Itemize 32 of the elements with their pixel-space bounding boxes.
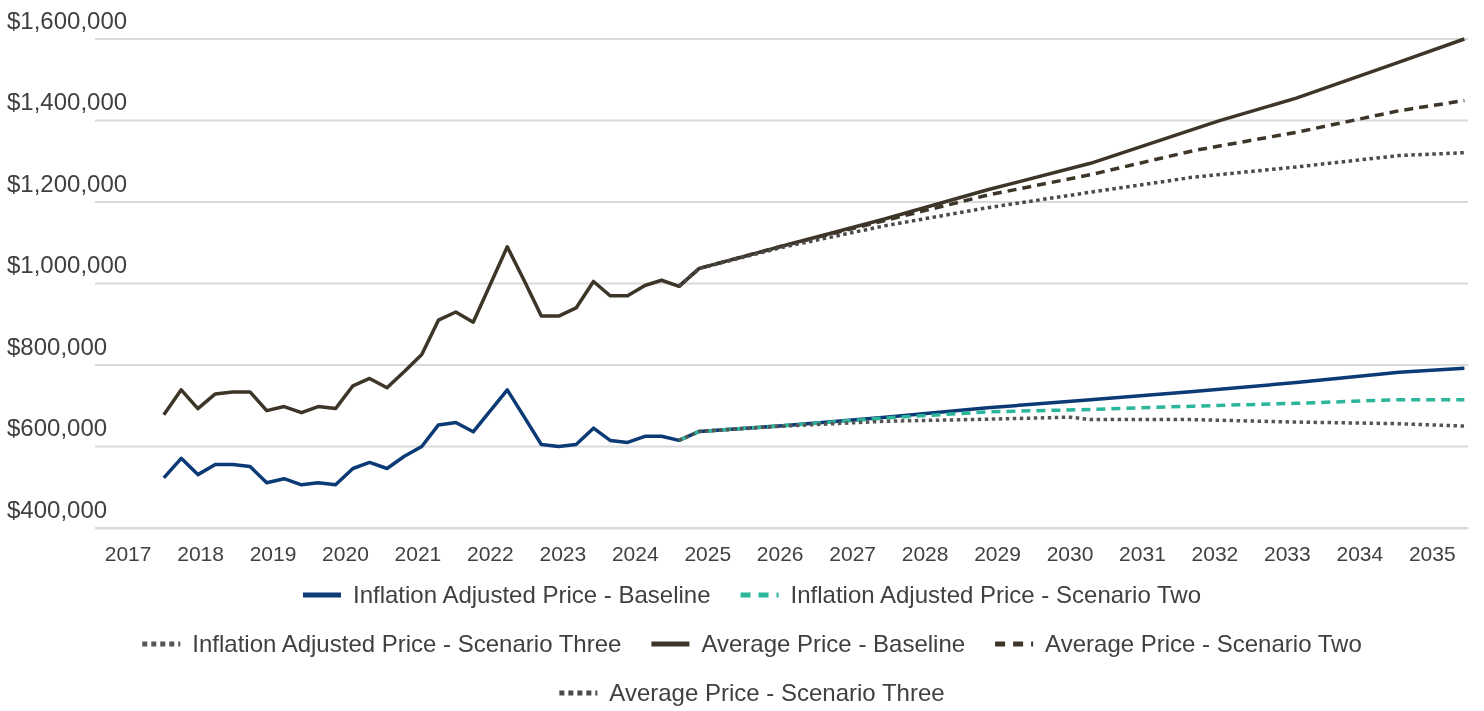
legend-label: Average Price - Scenario Two [1045, 630, 1362, 658]
x-tick-label: 2021 [394, 541, 442, 565]
x-tick-label: 2017 [104, 541, 152, 565]
y-tick-label: $1,600,000 [7, 6, 128, 34]
x-tick-label: 2029 [974, 541, 1021, 565]
x-tick-label: 2020 [322, 541, 369, 565]
x-tick-label: 2018 [177, 541, 224, 565]
x-tick-label: 2027 [829, 541, 876, 565]
x-tick-label: 2031 [1119, 541, 1166, 565]
y-tick-label: $800,000 [7, 332, 108, 360]
x-tick-label: 2030 [1046, 541, 1094, 565]
x-tick-label: 2019 [249, 541, 297, 565]
x-tick-label: 2032 [1191, 541, 1239, 565]
y-tick-label: $1,000,000 [7, 251, 128, 279]
x-tick-label: 2024 [611, 541, 659, 565]
x-tick-label: 2025 [684, 541, 732, 565]
y-tick-label: $600,000 [7, 414, 108, 442]
legend-label: Inflation Adjusted Price - Scenario Two [790, 581, 1201, 609]
x-tick-label: 2034 [1336, 541, 1384, 565]
x-tick-label: 2023 [539, 541, 587, 565]
x-tick-label: 2026 [756, 541, 804, 565]
y-tick-label: $1,400,000 [7, 88, 128, 116]
legend-label: Inflation Adjusted Price - Scenario Three [192, 630, 622, 658]
legend-label: Average Price - Scenario Three [609, 679, 945, 707]
y-tick-label: $400,000 [7, 495, 108, 523]
x-tick-label: 2028 [901, 541, 949, 565]
y-tick-label: $1,200,000 [7, 169, 128, 197]
legend-label: Average Price - Baseline [701, 630, 966, 658]
x-tick-label: 2022 [467, 541, 514, 565]
x-tick-label: 2035 [1408, 541, 1456, 565]
legend-label: Inflation Adjusted Price - Baseline [353, 581, 711, 609]
x-tick-label: 2033 [1264, 541, 1311, 565]
